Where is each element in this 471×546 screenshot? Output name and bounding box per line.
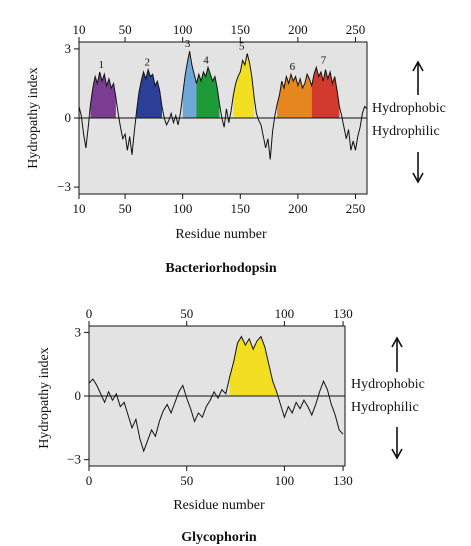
chart-1-segment-3 — [182, 51, 197, 118]
chart-1-title: Bacteriorhodopsin — [165, 261, 276, 276]
chart-1-hydrophilic-arrow-head — [412, 172, 424, 184]
chart-2-x-tick-label-top-100: 100 — [275, 306, 295, 321]
chart-1-segment-label-5: 5 — [239, 41, 245, 53]
chart-1-segment-5 — [233, 53, 255, 118]
chart-1-x-tick-label-bottom-250: 250 — [346, 201, 366, 216]
chart-2-hydrophilic-label: Hydrophilic — [351, 400, 419, 415]
chart-1-segment-label-2: 2 — [145, 57, 151, 69]
chart-2-x-tick-label-top-50: 50 — [180, 306, 193, 321]
chart-1-segment-2 — [136, 69, 162, 118]
chart-1-segment-6 — [277, 74, 312, 118]
chart-1-segment-label-7: 7 — [321, 54, 327, 66]
chart-1-segment-1 — [90, 71, 116, 118]
chart-1-segment-label-3: 3 — [185, 38, 191, 50]
chart-1-x-tick-label-top-200: 200 — [288, 22, 308, 37]
chart-1-segment-label-1: 1 — [98, 59, 104, 71]
chart-1-profile-line — [78, 51, 368, 160]
chart-2-hydrophobic-arrow-head — [391, 336, 403, 348]
chart-1-hydrophilic-label: Hydrophilic — [372, 124, 440, 139]
chart-2-y-tick-label-0: 0 — [75, 388, 82, 403]
chart-1-hydrophobic-arrow-head — [412, 60, 424, 72]
chart-2-x-tick-label-top-0: 0 — [86, 306, 93, 321]
chart-1-hydrophobic-label: Hydrophobic — [372, 101, 446, 116]
chart-2-x-tick-label-bottom-100: 100 — [275, 473, 295, 488]
chart-1-segment-4 — [196, 67, 220, 118]
chart-2-x-tick-label-bottom-130: 130 — [333, 473, 353, 488]
chart-1-segment-label-4: 4 — [203, 54, 209, 66]
chart-1-x-tick-label-top-100: 100 — [173, 22, 193, 37]
chart-2-hydrophobic-label: Hydrophobic — [351, 377, 425, 392]
chart-1-x-tick-label-bottom-200: 200 — [288, 201, 308, 216]
chart-2-y-tick-label--3: −3 — [67, 452, 81, 467]
chart-2-title: Glycophorin — [181, 530, 257, 545]
chart-1-x-tick-label-top-250: 250 — [346, 22, 366, 37]
chart-1-x-tick-label-top-150: 150 — [231, 22, 251, 37]
chart-1-y-tick-label-0: 0 — [65, 110, 72, 125]
chart-2-profile-line — [88, 335, 344, 453]
chart-2-x-axis-title: Residue number — [173, 498, 265, 513]
chart-2-y-tick-label-3: 3 — [75, 324, 82, 339]
chart-1-y-tick-label--3: −3 — [57, 179, 71, 194]
chart-2-segment-1 — [229, 336, 277, 396]
chart-1-y-tick-label-3: 3 — [65, 41, 72, 56]
chart-2-x-tick-label-bottom-50: 50 — [180, 473, 193, 488]
chart-1-x-tick-label-bottom-10: 10 — [73, 201, 86, 216]
chart-2-x-tick-label-bottom-0: 0 — [86, 473, 93, 488]
chart-1-x-tick-label-bottom-150: 150 — [231, 201, 251, 216]
chart-1-segment-label-6: 6 — [290, 61, 296, 73]
chart-1-x-axis-title: Residue number — [175, 227, 267, 242]
chart-1-x-tick-label-bottom-100: 100 — [173, 201, 193, 216]
chart-2-x-tick-label-top-130: 130 — [333, 306, 353, 321]
chart-1-x-tick-label-bottom-50: 50 — [119, 201, 132, 216]
chart-1-x-tick-label-top-50: 50 — [119, 22, 132, 37]
chart-2-y-axis-title: Hydropathy index — [37, 347, 52, 448]
chart-1-segment-7 — [311, 67, 340, 118]
chart-1-y-axis-title: Hydropathy index — [26, 67, 41, 168]
chart-2-hydrophilic-arrow-head — [391, 448, 403, 460]
chart-1-plot: 1 234567101050501001001501502002002502503… — [57, 22, 368, 216]
chart-1-x-tick-label-top-10: 10 — [73, 22, 86, 37]
